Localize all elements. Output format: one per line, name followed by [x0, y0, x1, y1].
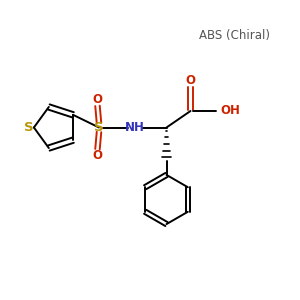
Text: S: S [24, 121, 34, 134]
Text: OH: OH [220, 104, 240, 118]
Text: O: O [185, 74, 196, 88]
Text: ABS (Chiral): ABS (Chiral) [199, 29, 269, 43]
Text: O: O [92, 93, 103, 106]
Text: S: S [94, 121, 104, 134]
Text: O: O [92, 148, 103, 162]
Text: NH: NH [125, 121, 145, 134]
